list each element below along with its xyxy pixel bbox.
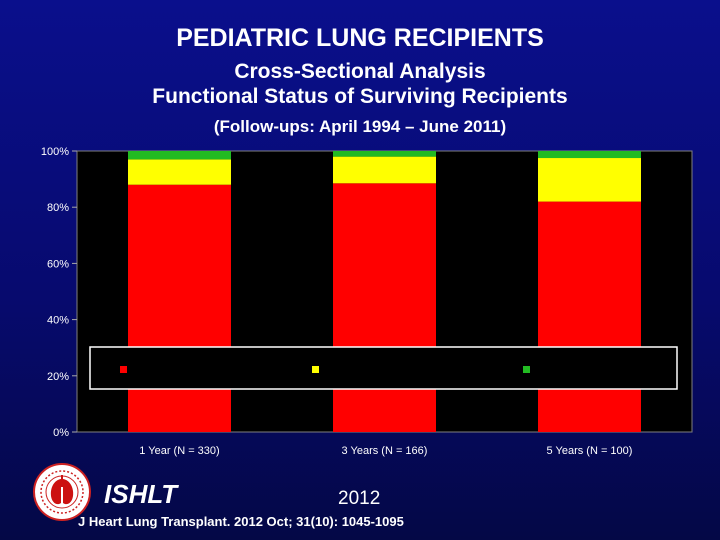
subtitle-line-1: Cross-Sectional Analysis xyxy=(234,60,486,83)
y-tick-label: 60% xyxy=(47,258,69,270)
legend-key-1 xyxy=(120,366,127,373)
y-tick-label: 20% xyxy=(47,371,69,383)
brand-name: ISHLT xyxy=(104,479,178,509)
bar-segment-1 xyxy=(538,201,641,432)
x-tick-label: 1 Year (N = 330) xyxy=(139,445,219,457)
chart-subtitle: Cross-Sectional Analysis Functional Stat… xyxy=(0,59,720,109)
legend-key-2 xyxy=(312,366,319,373)
page-title: PEDIATRIC LUNG RECIPIENTS xyxy=(176,24,544,52)
legend-key-3 xyxy=(523,366,530,373)
bar-segment-1 xyxy=(128,184,231,432)
citation: J Heart Lung Transplant. 2012 Oct; 31(10… xyxy=(78,514,404,529)
bar-segment-2 xyxy=(333,156,436,184)
y-tick-label: 80% xyxy=(47,202,69,214)
y-tick-label: 100% xyxy=(41,146,69,158)
x-tick-label: 5 Years (N = 100) xyxy=(547,445,633,457)
legend xyxy=(89,346,678,390)
bar-segment-3 xyxy=(333,151,436,157)
bar-segment-1 xyxy=(333,183,436,432)
ishlt-logo-icon xyxy=(33,463,91,521)
y-tick-label: 0% xyxy=(53,427,69,439)
bar-segment-3 xyxy=(538,151,641,159)
subtitle-line-2: Functional Status of Surviving Recipient… xyxy=(152,85,568,109)
bar-segment-2 xyxy=(538,158,641,202)
follow-up-range: (Follow-ups: April 1994 – June 2011) xyxy=(213,117,507,136)
bar-segment-3 xyxy=(128,151,231,160)
publication-year: 2012 xyxy=(338,488,381,509)
bar-segment-2 xyxy=(128,159,231,185)
y-tick-label: 40% xyxy=(47,315,69,327)
x-tick-label: 3 Years (N = 166) xyxy=(342,445,428,457)
